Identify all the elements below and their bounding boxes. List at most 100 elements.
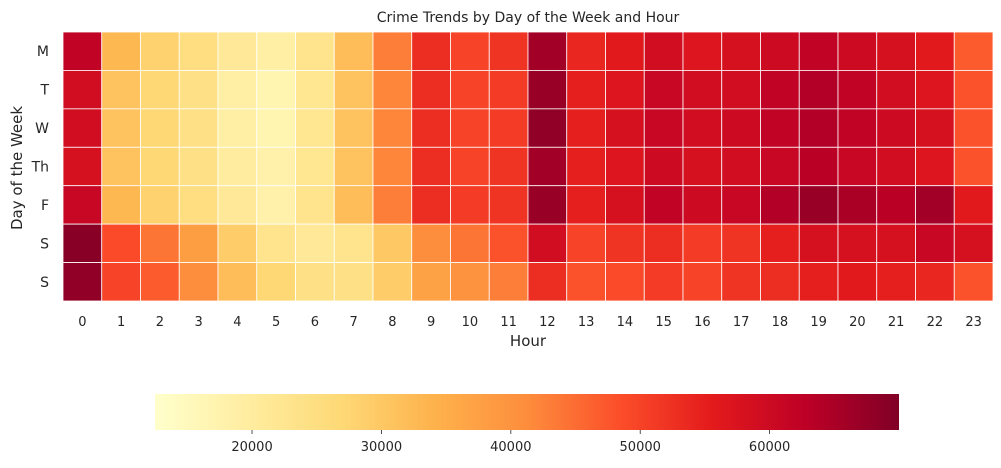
heatmap-cell [295,108,335,148]
heatmap-cell [450,185,490,225]
heatmap-cell [140,146,180,187]
heatmap-cell [915,70,955,110]
heatmap-cell [798,146,839,187]
heatmap-cell [450,262,490,302]
heatmap-cell [837,146,878,187]
heatmap-cell [953,262,994,302]
heatmap-cell [721,31,761,71]
heatmap-cell [915,146,955,187]
heatmap-cell [178,223,219,263]
heatmap-cell [953,70,994,110]
heatmap-cell [101,70,141,110]
heatmap-cell [140,31,180,71]
heatmap-cell [837,262,878,302]
heatmap-cell [953,223,994,263]
x-tick-label: 17 [733,315,750,330]
heatmap-cell [566,223,606,263]
heatmap-cell [682,31,723,71]
heatmap-cell [140,262,180,302]
x-tick-label: 10 [462,315,479,330]
heatmap-cell [217,223,258,263]
heatmap-cell [837,108,878,148]
heatmap-cell [488,185,529,225]
heatmap-cell [450,108,490,148]
x-tick-label: 12 [539,315,556,330]
heatmap-cell [217,146,258,187]
heatmap-cell [605,262,645,302]
heatmap-cell [915,223,955,263]
heatmap-cell [140,70,180,110]
heatmap-cell [62,108,103,148]
heatmap-cell [798,108,839,148]
heatmap-cell [411,108,451,148]
x-tick-label: 19 [810,315,827,330]
heatmap-cell [372,31,413,71]
x-tick-label: 2 [156,315,164,330]
heatmap-cell [411,70,451,110]
heatmap-cell [876,146,916,187]
heatmap-cell [411,223,451,263]
heatmap-cell [411,185,451,225]
heatmap-cell [488,262,529,302]
heatmap-cell [527,70,568,110]
heatmap-cell [721,262,761,302]
heatmap-cell [721,70,761,110]
heatmap-cell [295,262,335,302]
colorbar-ticks: 20000 30000 40000 50000 60000 [231,430,790,455]
heatmap-cell [643,146,684,187]
x-tick-label: 7 [349,315,357,330]
heatmap-cell [953,31,994,71]
heatmap-cell [876,70,916,110]
x-axis-label: Hour [510,332,547,350]
heatmap-cell [605,146,645,187]
y-tick-label: S [40,275,49,291]
heatmap-cell [333,146,374,187]
heatmap-cell [721,223,761,263]
heatmap-cell [295,31,335,71]
y-tick-label: Th [31,160,49,176]
x-tick-label: 3 [194,315,202,330]
heatmap-cell [566,108,606,148]
heatmap-cell [837,70,878,110]
heatmap-cell [411,146,451,187]
y-tick-label: M [37,44,49,60]
heatmap-cell [605,31,645,71]
heatmap-cell [682,185,723,225]
x-tick-label: 23 [965,315,982,330]
heatmap-cell [372,70,413,110]
heatmap-cell [62,262,103,302]
heatmap-cell [372,185,413,225]
heatmap-cell [682,223,723,263]
heatmap-cell [450,223,490,263]
heatmap-cell [488,146,529,187]
x-tick-label: 14 [617,315,634,330]
heatmap-cell [643,108,684,148]
colorbar-tick-label: 40000 [490,440,531,455]
x-tick-label: 8 [388,315,396,330]
heatmap-cell [643,223,684,263]
heatmap-cell [256,31,296,71]
heatmap-cell [140,185,180,225]
heatmap-cell [643,262,684,302]
heatmap-cell [101,262,141,302]
heatmap-cell [101,31,141,71]
heatmap-cell [450,146,490,187]
heatmap-cell [837,223,878,263]
heatmap-cell [488,223,529,263]
heatmap-cell [760,31,800,71]
heatmap-cell [798,223,839,263]
heatmap-cell [256,223,296,263]
heatmap-cell [915,108,955,148]
heatmap-cell [488,108,529,148]
heatmap-cell [333,108,374,148]
heatmap-cell [605,108,645,148]
heatmap-cell [333,223,374,263]
heatmap-cell [605,223,645,263]
x-tick-label: 13 [578,315,595,330]
heatmap-cell [101,185,141,225]
heatmap-cell [372,146,413,187]
heatmap-cell [876,185,916,225]
heatmap-cell [295,70,335,110]
heatmap-cell [333,31,374,71]
heatmap-cell [178,185,219,225]
